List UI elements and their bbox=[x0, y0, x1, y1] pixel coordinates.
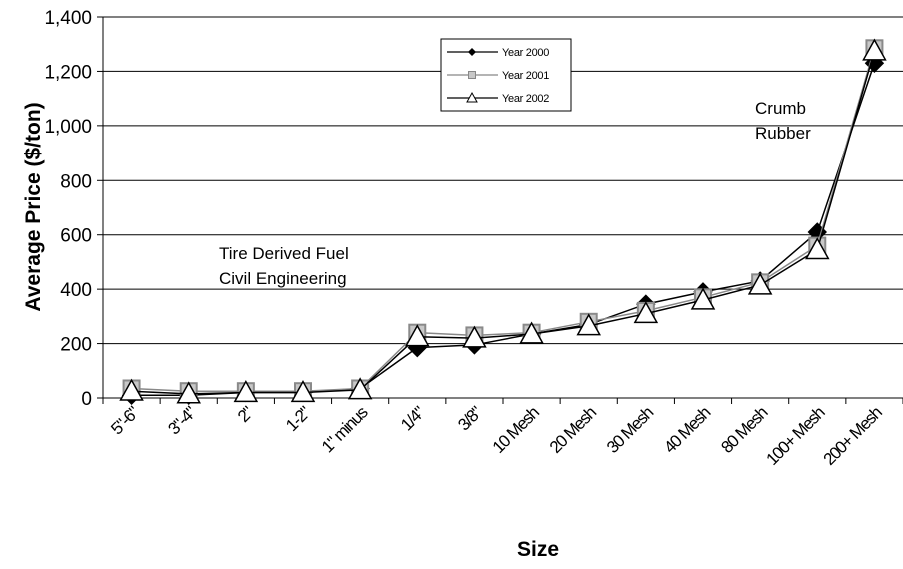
data-point bbox=[690, 287, 716, 310]
legend: Year 2000 Year 2001 Year 2002 bbox=[440, 38, 572, 112]
x-tick-label: 5"-6" bbox=[107, 403, 143, 439]
y-axis-title: Average Price ($/ton) bbox=[22, 102, 45, 311]
legend-label: Year 2000 bbox=[502, 47, 549, 59]
annotation-line: Crumb bbox=[755, 99, 806, 118]
x-tick-label: 3"-4" bbox=[164, 403, 200, 439]
x-tick-label: 3/8" bbox=[454, 403, 486, 435]
x-tick-label: 30 Mesh bbox=[603, 403, 657, 457]
data-point bbox=[176, 381, 201, 404]
annotation-line: Tire Derived Fuel bbox=[219, 244, 349, 263]
x-tick-label: 1" minus bbox=[318, 403, 371, 456]
x-tick-label: 100+ Mesh bbox=[762, 403, 828, 469]
data-point bbox=[576, 313, 601, 336]
series-group bbox=[119, 38, 887, 405]
data-point bbox=[462, 325, 487, 348]
legend-item: Year 2001 bbox=[447, 70, 550, 82]
x-tick-label: 80 Mesh bbox=[717, 403, 771, 457]
data-point bbox=[805, 237, 830, 260]
series-year-2002 bbox=[119, 38, 887, 404]
legend-marker bbox=[468, 48, 476, 56]
legend-label: Year 2001 bbox=[502, 70, 549, 82]
x-tick-labels: 5"-6" 3"-4" 2" 1-2" 1" minus 1/4" 3/8" 10 Mesh 2… bbox=[107, 403, 885, 469]
y-tick-labels: 0 200 400 600 800 1,000 1,200 1,400 bbox=[44, 8, 92, 410]
data-point bbox=[119, 378, 144, 401]
data-point bbox=[290, 380, 316, 403]
y-tick-label: 1,200 bbox=[44, 62, 92, 83]
y-tick-label: 0 bbox=[81, 389, 92, 410]
data-point bbox=[347, 377, 373, 400]
y-tick-label: 600 bbox=[60, 226, 92, 247]
annotation-crumb-rubber: Crumb Rubber bbox=[755, 99, 811, 143]
series-line bbox=[131, 50, 876, 395]
data-point bbox=[862, 38, 887, 61]
annotation-line: Rubber bbox=[755, 124, 811, 143]
x-axis-title: Size bbox=[517, 538, 559, 561]
legend-item: Year 2000 bbox=[447, 47, 550, 59]
data-point bbox=[519, 321, 544, 344]
x-tick-label: 10 Mesh bbox=[489, 403, 543, 457]
legend-item: Year 2002 bbox=[447, 91, 550, 105]
y-tick-label: 400 bbox=[60, 280, 92, 301]
data-point bbox=[747, 272, 773, 295]
legend-label: Year 2002 bbox=[502, 93, 549, 105]
y-tick-label: 1,400 bbox=[44, 8, 92, 29]
x-tick-label: 40 Mesh bbox=[660, 403, 714, 457]
y-tick-label: 200 bbox=[60, 335, 92, 356]
annotation-line: Civil Engineering bbox=[219, 269, 347, 288]
series-line bbox=[131, 48, 876, 392]
y-tick-label: 800 bbox=[60, 171, 92, 192]
legend-marker bbox=[466, 91, 478, 103]
grid-lines bbox=[97, 16, 903, 399]
data-point bbox=[405, 324, 430, 347]
legend-marker bbox=[468, 71, 476, 79]
data-point bbox=[233, 380, 259, 403]
annotation-tire-derived-fuel: Tire Derived Fuel Civil Engineering bbox=[219, 244, 349, 288]
x-tick-label: 2" bbox=[234, 403, 258, 427]
data-point bbox=[633, 301, 659, 324]
x-tick-label: 200+ Mesh bbox=[820, 403, 886, 469]
x-tick-label: 20 Mesh bbox=[546, 403, 600, 457]
x-tick-label: 1/4" bbox=[397, 403, 429, 435]
x-tick-label: 1-2" bbox=[282, 403, 315, 436]
y-tick-label: 1,000 bbox=[44, 117, 92, 138]
